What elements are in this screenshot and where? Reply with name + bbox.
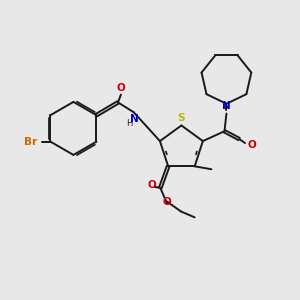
Text: H: H bbox=[126, 118, 133, 127]
Text: O: O bbox=[147, 180, 156, 190]
Text: N: N bbox=[222, 100, 231, 111]
Text: O: O bbox=[117, 82, 125, 93]
Text: S: S bbox=[178, 112, 185, 122]
Text: Br: Br bbox=[24, 137, 37, 147]
Text: O: O bbox=[163, 196, 172, 207]
Text: N: N bbox=[130, 114, 139, 124]
Text: O: O bbox=[247, 140, 256, 150]
